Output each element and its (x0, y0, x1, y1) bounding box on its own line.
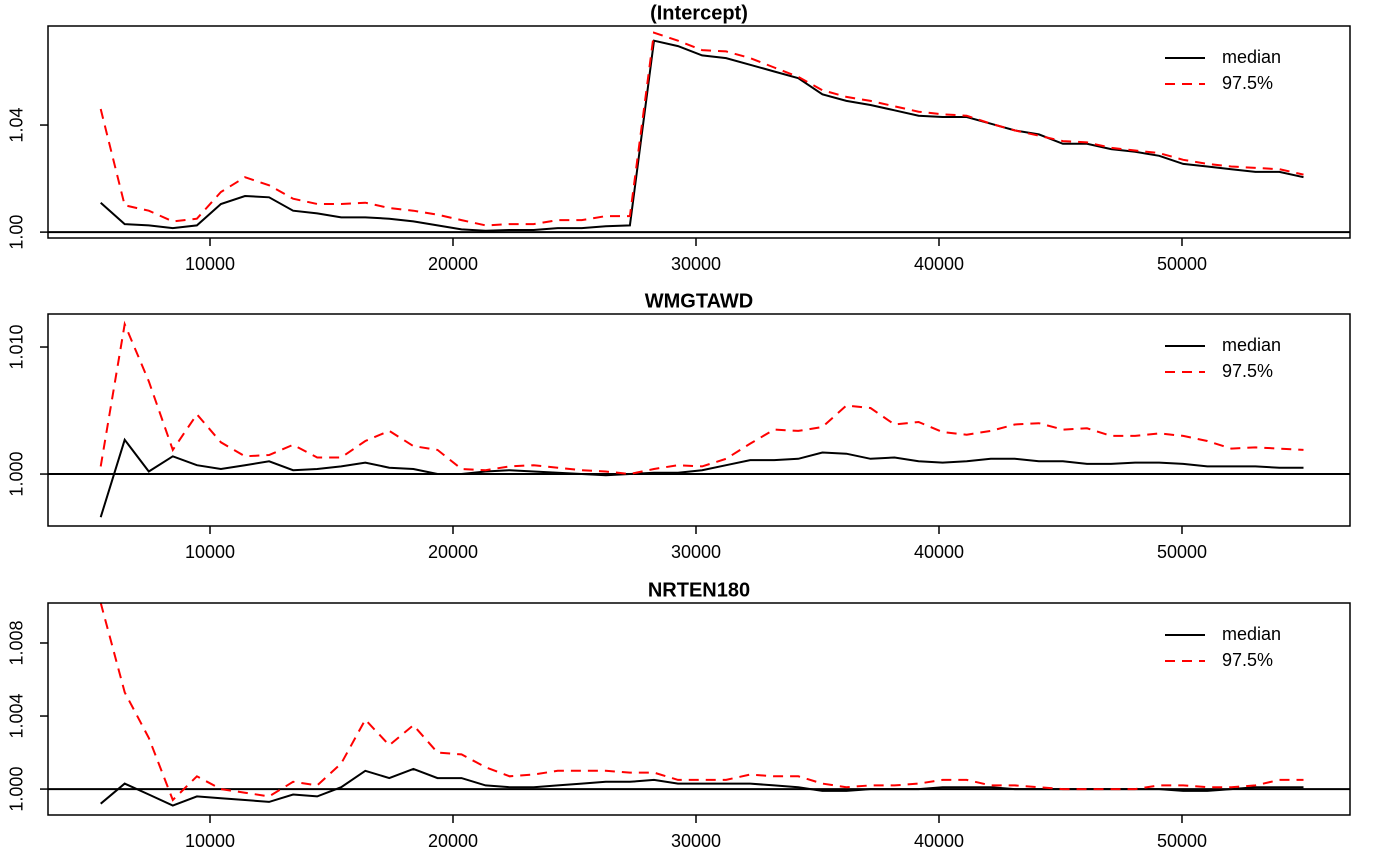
y-tick-label: 1.04 (7, 108, 27, 143)
y-tick-label: 1.004 (7, 694, 27, 739)
x-tick-label: 50000 (1157, 254, 1207, 274)
x-tick-label: 10000 (185, 542, 235, 562)
legend-label: 97.5% (1222, 650, 1273, 670)
x-tick-label: 30000 (671, 542, 721, 562)
chart-title: WMGTAWD (645, 290, 754, 312)
x-tick-label: 40000 (914, 542, 964, 562)
legend-label: median (1222, 47, 1281, 67)
legend-label: median (1222, 335, 1281, 355)
data-line (99, 437, 1304, 518)
x-tick-label: 10000 (185, 254, 235, 274)
legend-label: 97.5% (1222, 361, 1273, 381)
x-tick-label: 30000 (671, 831, 721, 851)
plot-frame (47, 602, 1351, 816)
y-tick-label: 1.010 (7, 325, 27, 370)
data-line (99, 31, 1304, 227)
chart-title: (Intercept) (650, 2, 748, 24)
legend-label: 97.5% (1222, 73, 1273, 93)
x-tick-label: 50000 (1157, 831, 1207, 851)
y-tick-label: 1.000 (7, 452, 27, 497)
y-tick-label: 1.00 (7, 215, 27, 250)
plot-frame (47, 313, 1351, 527)
y-tick-label: 1.000 (7, 767, 27, 812)
x-tick-label: 40000 (914, 254, 964, 274)
data-line (100, 39, 1304, 232)
x-tick-label: 20000 (428, 831, 478, 851)
chart-title: NRTEN180 (648, 579, 750, 601)
x-tick-label: 50000 (1157, 542, 1207, 562)
x-tick-label: 30000 (671, 254, 721, 274)
x-tick-label: 20000 (428, 254, 478, 274)
data-line (99, 602, 1304, 802)
x-tick-label: 10000 (185, 831, 235, 851)
y-tick-label: 1.008 (7, 620, 27, 665)
plot-frame (47, 25, 1351, 239)
x-tick-label: 20000 (428, 542, 478, 562)
legend-label: median (1222, 624, 1281, 644)
data-line (99, 320, 1304, 476)
x-tick-label: 40000 (914, 831, 964, 851)
data-line (100, 767, 1304, 807)
